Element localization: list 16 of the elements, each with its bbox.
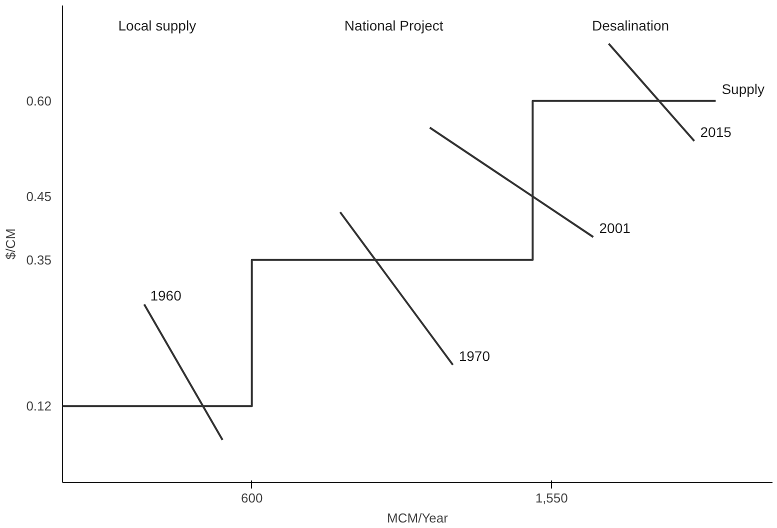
y-axis-title: $/CM [3, 228, 18, 260]
annotation: National Project [344, 18, 444, 34]
series-label: Supply [722, 80, 765, 97]
series-label: 2001 [599, 220, 631, 236]
y-tick-label: 0.35 [26, 252, 52, 268]
y-tick-label: 0.12 [26, 398, 52, 414]
y-tick-label: 0.45 [26, 188, 52, 204]
x-tick-label: 1,550 [535, 490, 568, 506]
x-tick-label: 600 [240, 490, 263, 506]
series-label: 1960 [150, 287, 182, 304]
y-tick-label: 0.60 [26, 93, 52, 108]
annotation: Desalination [592, 18, 670, 34]
annotation: Local supply [118, 18, 196, 34]
x-axis-title: MCM/Year [387, 510, 449, 526]
series-label: 2015 [700, 124, 732, 140]
series-label: 1970 [458, 348, 490, 364]
